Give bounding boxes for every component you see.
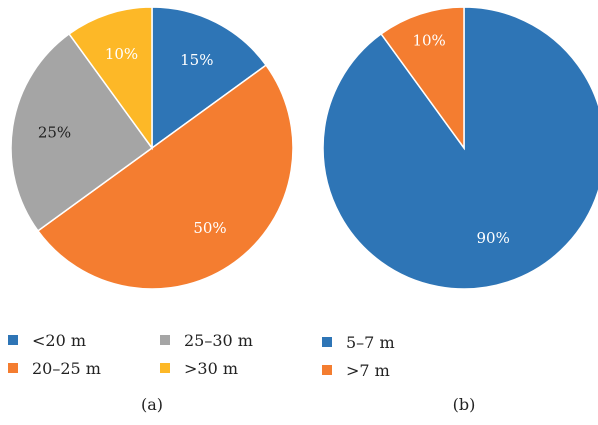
pie-chart-a: 15% 50% 25% 10%	[10, 6, 294, 290]
pie-slice-label-a-0: 15%	[180, 51, 213, 69]
legend-label-b-1: >7 m	[346, 361, 390, 380]
pie-slice-a-1	[36, 64, 294, 290]
pie-slice-a-2	[10, 32, 154, 232]
pie-slice-a-3	[68, 6, 153, 151]
pie-chart-b: 90% 10%	[322, 6, 598, 290]
caption-b: (b)	[453, 395, 476, 414]
pie-slice-label-a-2: 25%	[38, 124, 71, 142]
legend-label-a-3: >30 m	[184, 359, 238, 378]
pie-slice-label-a-3: 10%	[105, 45, 138, 63]
legend-label-a-1: 20–25 m	[32, 359, 101, 378]
pie-slice-label-b-0: 90%	[477, 229, 510, 247]
legend-label-a-0: <20 m	[32, 331, 86, 350]
pie-slice-b-0	[322, 6, 598, 290]
legend-label-a-2: 25–30 m	[184, 331, 253, 350]
pie-slice-label-a-1: 50%	[193, 219, 226, 237]
legend-label-b-0: 5–7 m	[346, 333, 395, 352]
pie-slice-b-1	[380, 6, 465, 151]
pie-slice-a-0	[151, 6, 268, 150]
legend-b: 5–7 m >7 m	[322, 333, 395, 380]
legend-swatch-a-2	[160, 335, 170, 345]
legend-swatch-a-0	[8, 335, 18, 345]
caption-a: (a)	[141, 395, 163, 414]
legend-swatch-b-0	[322, 337, 332, 347]
legend-swatch-b-1	[322, 365, 332, 375]
legend-swatch-a-1	[8, 363, 18, 373]
legend-a: <20 m 25–30 m 20–25 m >30 m	[8, 331, 253, 378]
legend-swatch-a-3	[160, 363, 170, 373]
pie-slice-label-b-1: 10%	[412, 32, 445, 50]
